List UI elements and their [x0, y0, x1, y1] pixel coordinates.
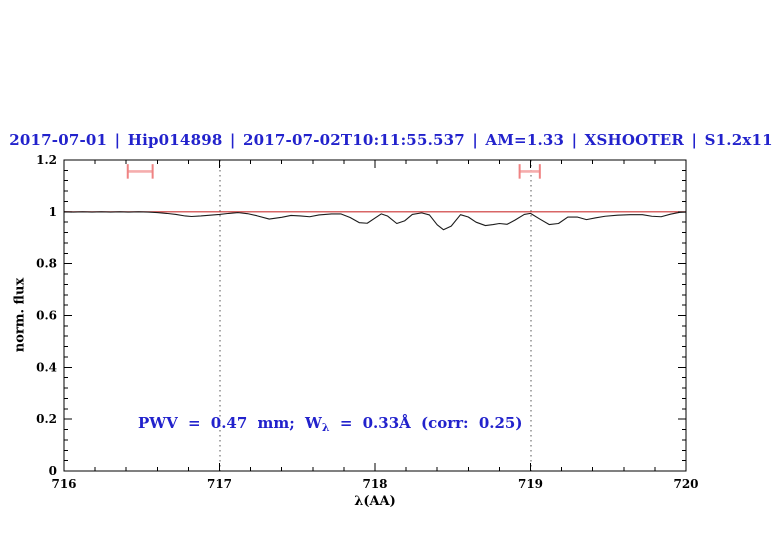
- y-tick-label: 0.6: [36, 309, 57, 323]
- x-tick-label: 718: [362, 477, 387, 491]
- spectrum-line: [63, 211, 687, 231]
- y-tick-label: 0.8: [36, 257, 57, 271]
- y-axis-label: norm. flux: [12, 277, 28, 353]
- y-tick-label: 0: [49, 464, 57, 478]
- pwv-annotation-subscript: λ: [321, 421, 330, 434]
- x-axis-label: λ(AA): [354, 494, 396, 509]
- pwv-annotation-suffix: = 0.33Å (corr: 0.25): [329, 414, 523, 432]
- plot-title: 2017-07-01 | Hip014898 | 2017-07-02T10:1…: [9, 131, 773, 149]
- x-tick-label: 716: [51, 477, 76, 491]
- x-tick-label: 717: [207, 477, 232, 491]
- y-tick-label: 0.2: [36, 412, 57, 426]
- x-tick-label: 720: [673, 477, 698, 491]
- y-tick-label: 0.4: [36, 360, 57, 374]
- y-tick-label: 1.2: [36, 153, 57, 167]
- y-tick-label: 1: [49, 205, 57, 219]
- y-tick-labels: 0 0.2 0.4 0.6 0.8 1 1.2: [36, 153, 57, 478]
- axis-ticks: [63, 159, 687, 472]
- pwv-annotation: PWV = 0.47 mm; Wλ = 0.33Å (corr: 0.25): [138, 414, 522, 434]
- spectrum-series: [63, 211, 687, 231]
- x-tick-label: 719: [518, 477, 543, 491]
- pwv-annotation-prefix: PWV = 0.47 mm; W: [138, 414, 322, 432]
- wavelength-range-markers: [126, 164, 541, 179]
- dotted-guide-lines: [219, 160, 532, 471]
- x-tick-labels: 716 717 718 719 720: [51, 477, 698, 491]
